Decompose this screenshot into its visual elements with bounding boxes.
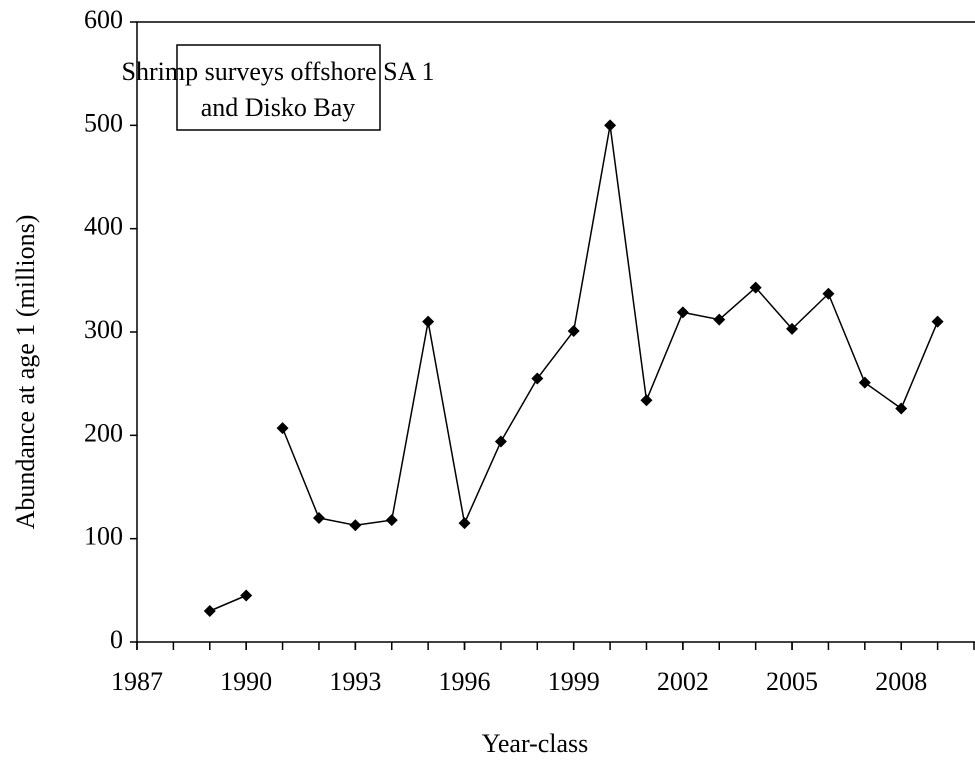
data-point (713, 313, 726, 326)
y-tick-label: 400 (84, 212, 123, 241)
data-point (604, 119, 617, 132)
data-point (567, 324, 580, 337)
annotation-line: and Disko Bay (201, 93, 356, 122)
data-point (240, 589, 253, 602)
x-tick-label: 1999 (548, 667, 600, 696)
data-line (209, 594, 247, 612)
y-tick-label: 0 (110, 625, 123, 654)
annotation-line: Shrimp surveys offshore SA 1 (122, 57, 435, 86)
data-point (385, 514, 398, 527)
data-point (786, 322, 799, 335)
data-point (858, 376, 871, 389)
data-point (749, 281, 762, 294)
x-axis-label: Year-class (482, 729, 589, 758)
x-tick-label: 2008 (875, 667, 927, 696)
data-line (281, 125, 939, 526)
y-tick-label: 600 (84, 5, 123, 34)
y-axis-label: Abundance at age 1 (millions) (11, 215, 40, 530)
x-tick-label: 1990 (220, 667, 272, 696)
data-point (640, 394, 653, 407)
x-tick-label: 1993 (329, 667, 381, 696)
data-point (676, 306, 689, 319)
data-point (203, 605, 216, 617)
x-tick-label: 1996 (439, 667, 491, 696)
x-tick-label: 2002 (657, 667, 709, 696)
y-tick-label: 100 (84, 522, 123, 551)
data-point (494, 435, 507, 448)
data-point (931, 315, 944, 328)
x-tick-label: 1987 (111, 667, 163, 696)
data-point (312, 512, 325, 524)
x-tick-label: 2005 (766, 667, 818, 696)
y-tick-label: 500 (84, 108, 123, 137)
y-tick-label: 300 (84, 315, 123, 344)
data-point (531, 372, 544, 385)
data-point (276, 422, 289, 435)
data-point (422, 315, 435, 328)
y-tick-label: 200 (84, 418, 123, 447)
data-point (822, 287, 835, 300)
data-point (895, 402, 908, 415)
data-point (458, 517, 471, 530)
data-point (349, 519, 362, 532)
annotation-box (176, 44, 381, 131)
